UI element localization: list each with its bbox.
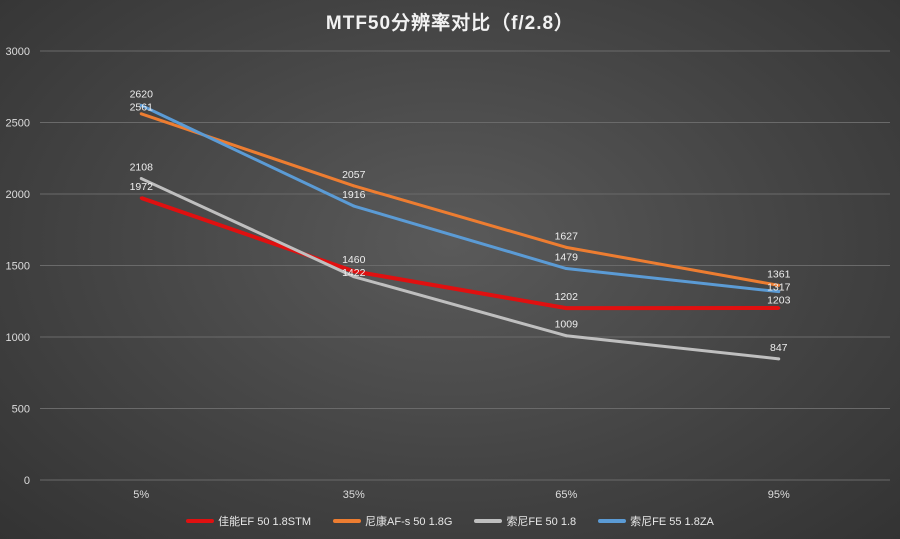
data-label: 2620 xyxy=(130,88,154,100)
data-label: 1627 xyxy=(555,230,579,242)
series-line xyxy=(140,112,780,287)
y-tick-label: 0 xyxy=(24,475,30,487)
chart-title: MTF50分辨率对比（f/2.8） xyxy=(325,13,575,34)
legend-swatch xyxy=(598,519,627,523)
data-point xyxy=(352,204,356,208)
data-label: 1916 xyxy=(342,189,366,201)
y-tick-label: 3000 xyxy=(6,46,30,58)
y-tick-label: 500 xyxy=(12,404,30,416)
data-label: 1972 xyxy=(130,181,154,193)
data-label: 1479 xyxy=(555,252,579,264)
y-tick-label: 2500 xyxy=(6,118,30,130)
data-point xyxy=(352,275,356,279)
data-point xyxy=(777,306,781,310)
data-label: 1009 xyxy=(555,319,579,331)
data-label: 1422 xyxy=(342,267,366,279)
legend: 佳能EF 50 1.8STM 尼康AF-s 50 1.8G 索尼FE 50 1.8 索… xyxy=(0,513,900,529)
legend-label: 佳能EF 50 1.8STM xyxy=(218,516,312,528)
data-label: 1361 xyxy=(767,268,791,280)
data-point xyxy=(139,112,143,116)
data-label: 1317 xyxy=(767,281,791,293)
data-label: 1460 xyxy=(342,254,366,266)
series-line xyxy=(140,196,779,311)
data-point xyxy=(564,334,568,338)
data-point xyxy=(777,290,781,294)
y-tick-label: 2000 xyxy=(6,189,30,201)
data-point xyxy=(139,196,143,200)
data-point xyxy=(139,103,143,107)
x-tick-label: 65% xyxy=(555,489,577,501)
x-tick-label: 5% xyxy=(133,489,149,501)
legend-label: 尼康AF-s 50 1.8G xyxy=(365,516,453,528)
data-label: 2561 xyxy=(130,101,154,113)
x-tick-label: 35% xyxy=(343,489,365,501)
data-label: 2057 xyxy=(342,169,366,181)
data-label: 1203 xyxy=(767,294,791,306)
series-line xyxy=(140,177,779,361)
series-line xyxy=(140,103,779,294)
data-point xyxy=(564,245,568,249)
y-tick-label: 1500 xyxy=(6,261,30,273)
data-point xyxy=(564,267,568,271)
data-label: 1202 xyxy=(555,291,579,303)
data-point xyxy=(564,306,568,310)
legend-swatch xyxy=(474,519,503,523)
data-point xyxy=(352,184,356,188)
data-point xyxy=(777,357,781,361)
legend-swatch xyxy=(333,519,362,523)
legend-label: 索尼FE 50 1.8 xyxy=(506,516,577,528)
data-label: 2108 xyxy=(130,162,154,174)
y-tick-label: 1000 xyxy=(6,332,30,344)
legend-label: 索尼FE 55 1.8ZA xyxy=(630,516,714,528)
legend-item: 索尼FE 50 1.8 xyxy=(474,513,576,529)
legend-item: 索尼FE 55 1.8ZA xyxy=(598,513,714,529)
data-label: 847 xyxy=(770,342,788,354)
legend-item: 尼康AF-s 50 1.8G xyxy=(333,513,452,529)
data-point xyxy=(777,283,781,287)
data-point xyxy=(352,269,356,273)
legend-item: 佳能EF 50 1.8STM xyxy=(186,513,311,529)
data-point xyxy=(139,177,143,181)
legend-swatch xyxy=(186,519,215,523)
x-tick-label: 95% xyxy=(768,489,790,501)
